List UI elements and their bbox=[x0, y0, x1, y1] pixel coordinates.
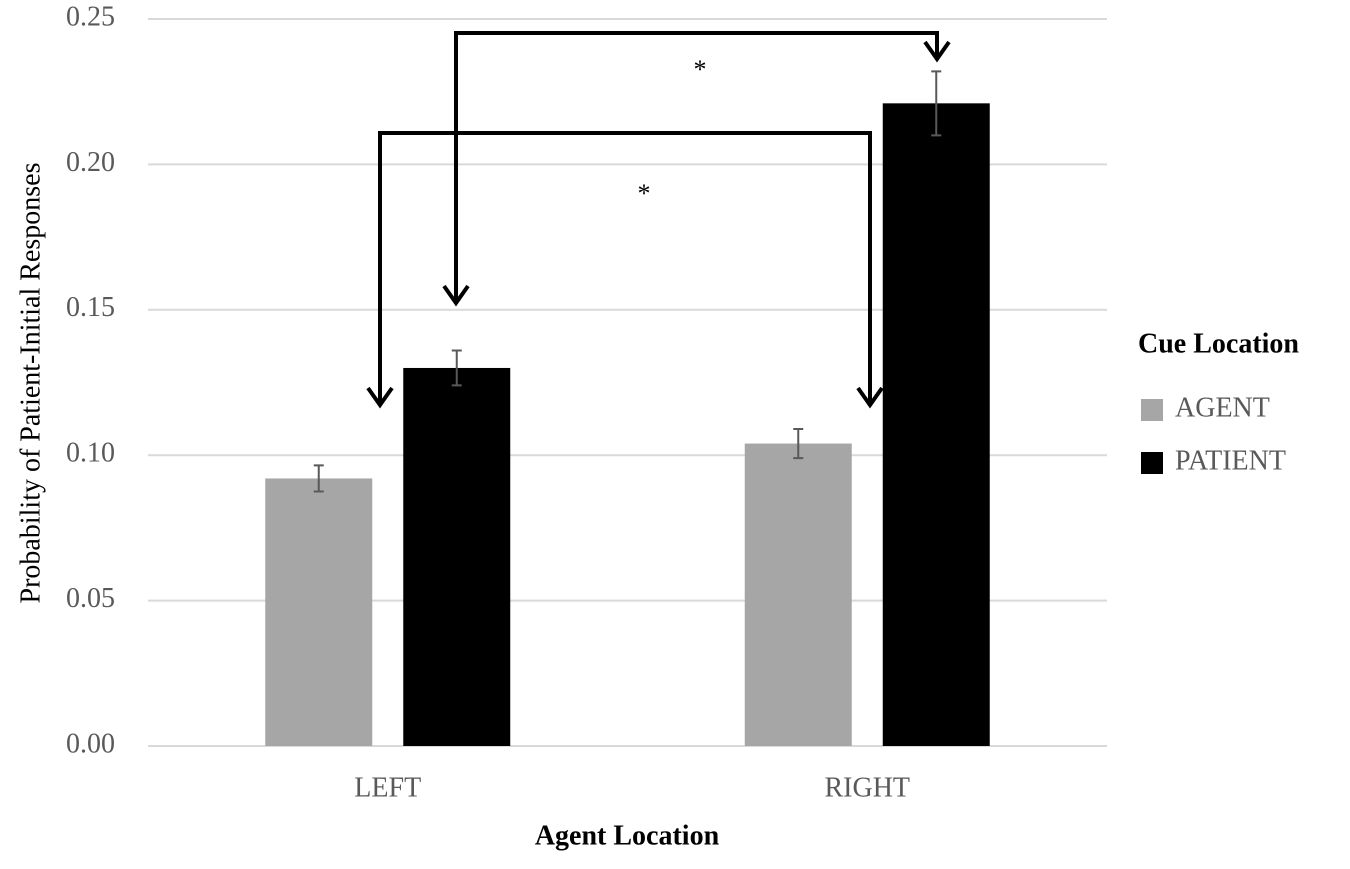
y-tick-label: 0.10 bbox=[66, 438, 115, 469]
error-bar bbox=[931, 70, 942, 137]
bar bbox=[744, 443, 852, 746]
bar bbox=[265, 478, 373, 746]
x-tick-label: LEFT bbox=[354, 772, 421, 803]
arrow bbox=[378, 131, 872, 403]
x-tick-label: RIGHT bbox=[824, 772, 910, 803]
legend-title: Cue Location bbox=[1138, 328, 1299, 359]
error-bar bbox=[451, 349, 462, 387]
annotation: * bbox=[638, 179, 651, 208]
arrow-head bbox=[442, 40, 951, 307]
significance-arrows bbox=[366, 31, 951, 409]
x-axis-title: Agent Location bbox=[535, 820, 720, 851]
y-tick-label: 0.20 bbox=[66, 147, 115, 178]
error-bar bbox=[793, 428, 804, 460]
legend-swatch bbox=[1141, 399, 1163, 421]
legend-swatch bbox=[1141, 452, 1163, 474]
error-bar bbox=[313, 464, 324, 493]
arrow-head bbox=[366, 386, 884, 409]
y-tick-label: 0.15 bbox=[66, 292, 115, 323]
arrow bbox=[454, 31, 939, 302]
y-axis-title: Probability of Patient-Initial Responses bbox=[15, 163, 46, 604]
legend-label: AGENT bbox=[1175, 392, 1270, 423]
bar bbox=[882, 103, 990, 746]
y-tick-label: 0.05 bbox=[66, 583, 115, 614]
y-tick-label: 0.00 bbox=[66, 728, 115, 759]
y-tick-label: 0.25 bbox=[66, 1, 115, 32]
legend-label: PATIENT bbox=[1175, 445, 1286, 476]
annotation: * bbox=[694, 55, 707, 84]
bar bbox=[403, 367, 511, 746]
